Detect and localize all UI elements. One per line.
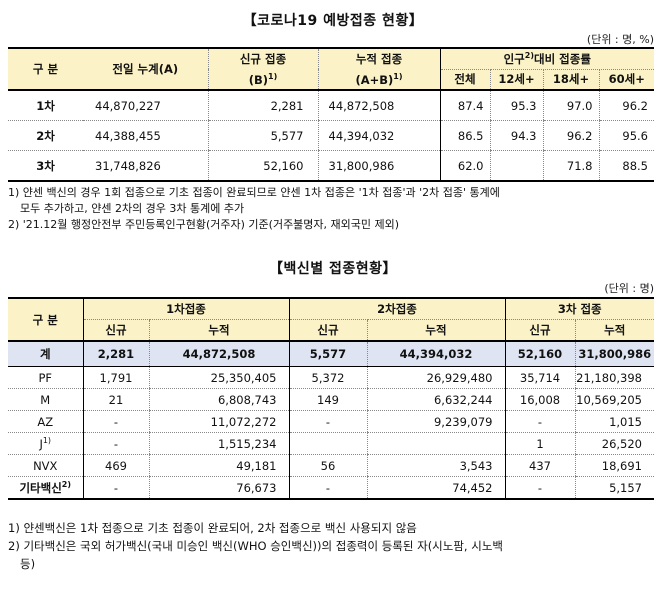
table-row: 2차 44,388,455 5,577 44,394,032 86.5 94.3… <box>8 120 654 151</box>
table-row: M 21 6,808,743 149 6,632,244 16,008 10,5… <box>8 388 654 411</box>
footnotes-2: 1) 얀센백신은 1차 접종으로 기초 접종이 완료되어, 2차 접종으로 백신… <box>8 521 503 571</box>
header-dose2: 2차접종 <box>288 298 505 320</box>
header-age18: 18세+ <box>542 69 599 91</box>
header-dose1: 1차접종 <box>82 298 289 320</box>
header-new: 신규 <box>288 319 367 342</box>
header-age60: 60세+ <box>598 69 654 91</box>
vaccination-status-title: 【코로나19 예방접종 현황】 <box>242 13 424 29</box>
vaccination-status-table: 구 분 전일 누계(A) 신규 접종 누적 접종 인구2)대비 접종률 (B)1… <box>8 47 654 182</box>
header-rate: 인구2)대비 접종률 <box>439 48 654 70</box>
vaccine-type-table: 구 분 1차접종 2차접종 3차 접종 신규 누적 신규 누적 신규 누적 계 … <box>8 297 654 500</box>
header-cum: 누적 <box>148 319 289 342</box>
table-row: 1차 44,870,227 2,281 44,872,508 87.4 95.3… <box>8 90 654 121</box>
table-row: 기타백신2) - 76,673 - 74,452 - 5,157 <box>8 476 654 500</box>
header-cum-sub: (A+B)1) <box>317 69 440 91</box>
header-age12: 12세+ <box>489 69 543 91</box>
table-row: AZ - 11,072,272 - 9,239,079 - 1,015 <box>8 410 654 433</box>
header-prev-total: 전일 누계(A) <box>83 48 208 91</box>
header-category: 구 분 <box>8 298 83 342</box>
table-row: 3차 31,748,826 52,160 31,800,986 62.0 71.… <box>8 150 654 182</box>
header-new: 신규 <box>504 319 575 342</box>
table-row: PF 1,791 25,350,405 5,372 26,929,480 35,… <box>8 366 654 389</box>
total-row: 계 2,281 44,872,508 5,577 44,394,032 52,1… <box>8 341 654 367</box>
footnotes-1: 1) 얀센 백신의 경우 1회 접종으로 기초 접종이 완료되므로 얀센 1차 … <box>8 186 500 231</box>
header-category: 구 분 <box>8 48 83 91</box>
table-row: J1) - 1,515,234 1 26,520 <box>8 432 654 455</box>
header-cumulative: 누적 접종 <box>317 48 440 69</box>
header-new-sub: (B)1) <box>207 69 318 91</box>
unit-label-2: (단위 : 명) <box>604 282 654 295</box>
header-new: 신규 접종 <box>207 48 318 69</box>
unit-label-1: (단위 : 명, %) <box>586 33 654 46</box>
header-all: 전체 <box>439 69 490 91</box>
header-cum: 누적 <box>366 319 505 342</box>
table-row: NVX 469 49,181 56 3,543 437 18,691 <box>8 454 654 477</box>
header-dose3: 3차 접종 <box>504 298 654 320</box>
header-new: 신규 <box>82 319 149 342</box>
vaccine-type-title: 【백신별 접종현황】 <box>268 261 398 277</box>
header-cum: 누적 <box>574 319 654 342</box>
